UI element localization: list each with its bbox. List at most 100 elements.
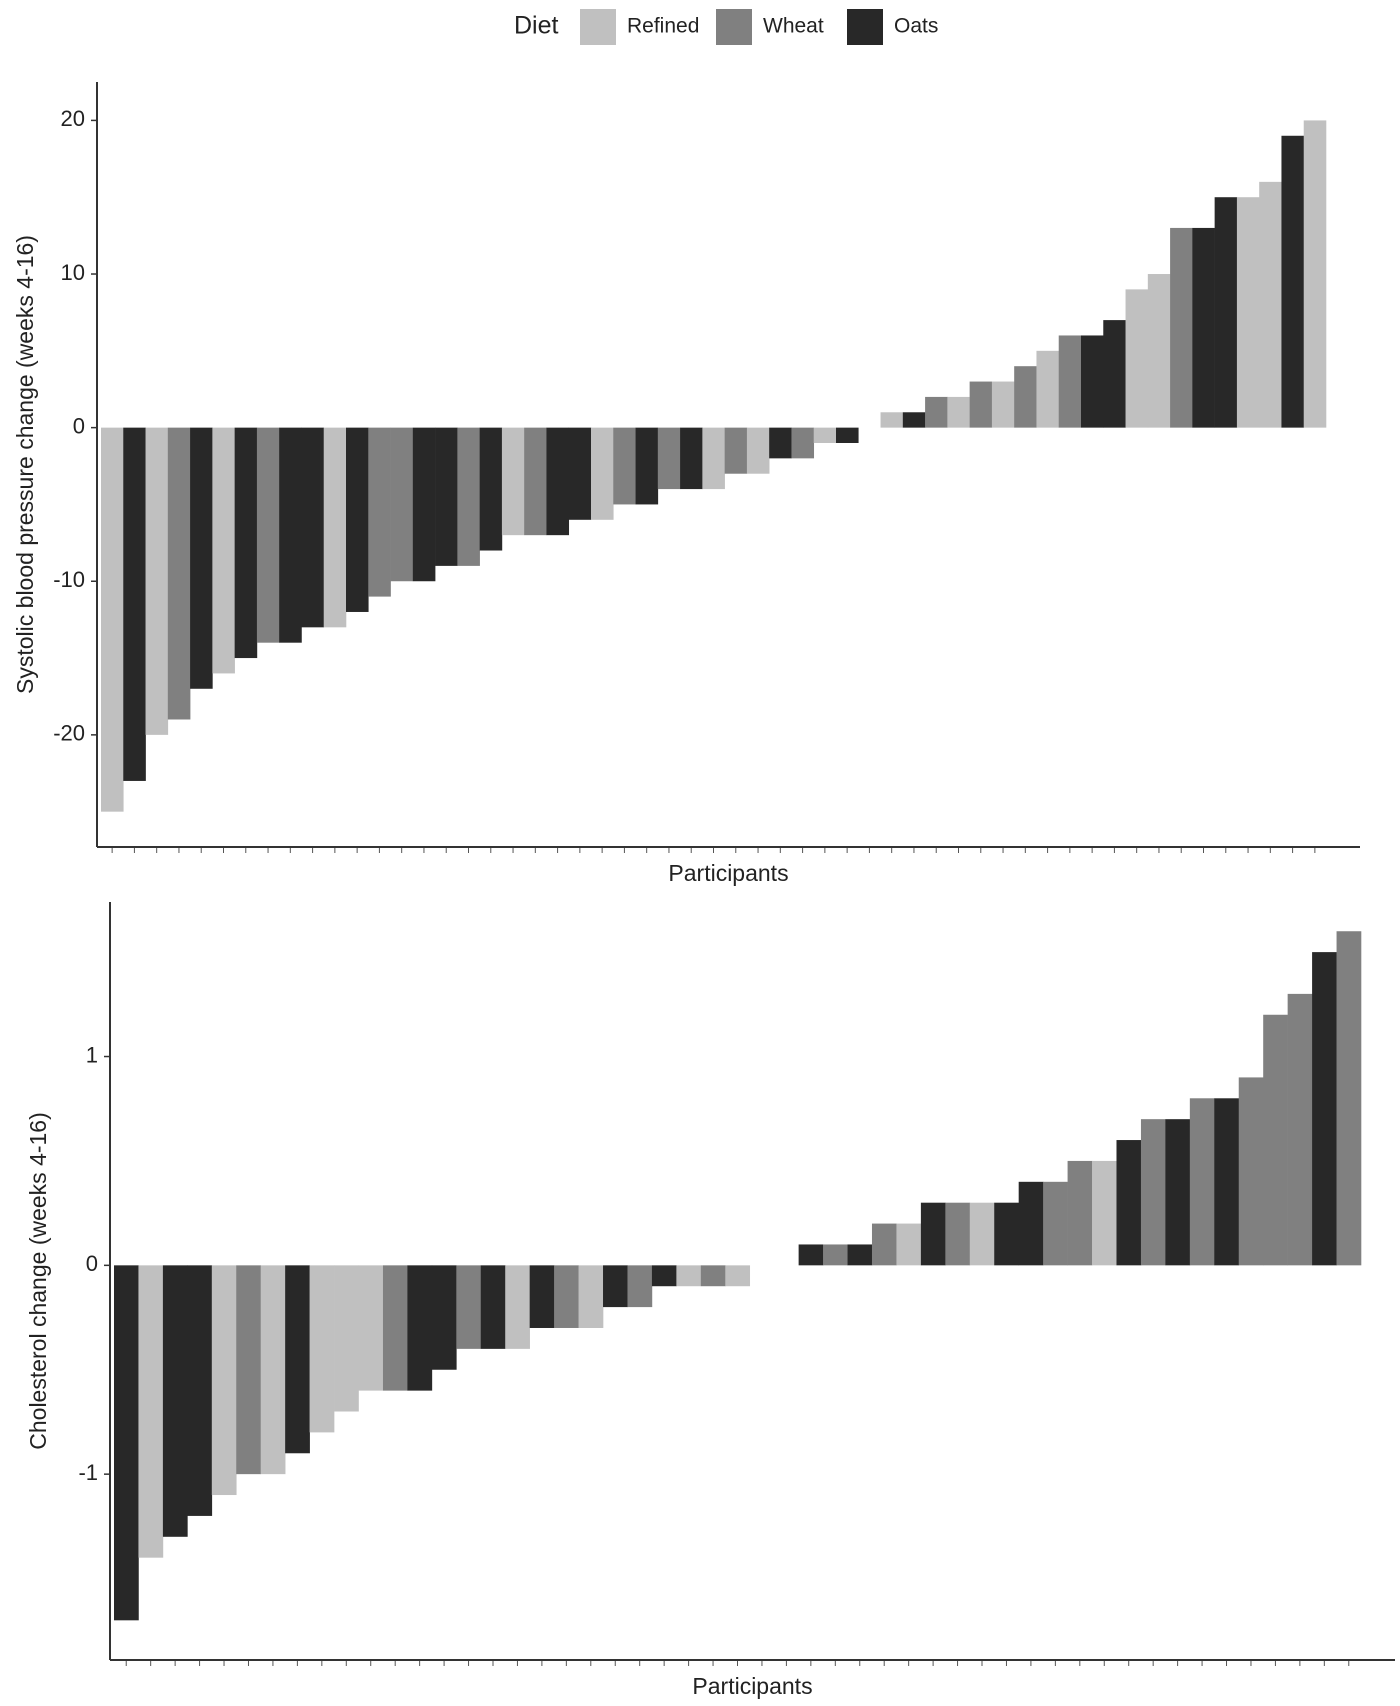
bar [390,427,414,582]
bar [260,1265,286,1475]
bar [591,427,614,520]
bar [925,396,948,428]
bar [101,427,124,812]
bar [823,1244,848,1266]
bar [145,427,169,735]
bar [1236,197,1260,428]
bar [724,427,748,474]
legend-label: Oats [894,15,938,38]
bar [546,427,570,536]
legend-swatch [847,9,883,45]
bar [1081,335,1104,428]
bar [769,427,792,459]
bar [501,427,525,536]
bar [1336,931,1362,1266]
bar [1116,1140,1142,1266]
bar [301,427,325,628]
bar [123,427,146,781]
bar [382,1265,408,1391]
bar [798,1244,824,1266]
bar [407,1265,433,1391]
bar [676,1265,702,1287]
bar [578,1265,604,1328]
y-tick-label: 1 [86,1042,98,1067]
y-tick-label: 10 [61,260,85,285]
bar [190,427,213,689]
bar [167,427,191,720]
bar [279,427,302,643]
bar [791,427,815,459]
bar [1018,1181,1044,1266]
bar [1303,120,1327,428]
bar [114,1265,139,1621]
bar [945,1202,971,1266]
bar [627,1265,653,1308]
bar [603,1265,628,1308]
bar [836,427,859,443]
bar [1147,274,1171,428]
legend-swatch [716,9,752,45]
bar [1140,1119,1166,1266]
y-tick-label: 0 [86,1251,98,1276]
bar [435,427,458,566]
y-tick-label: -1 [78,1460,98,1485]
bar [1192,227,1215,428]
y-tick-label: -10 [53,567,85,592]
bar [1165,1119,1191,1266]
bar [725,1265,751,1287]
bar [138,1265,164,1558]
bar [880,412,904,428]
bar [456,1265,482,1349]
bar [358,1265,384,1391]
bar [256,427,280,643]
bar [635,427,659,505]
bar [871,1223,897,1266]
bar [412,427,436,582]
legend-title: Diet [514,12,559,40]
bar [991,381,1015,428]
bar [680,427,703,490]
bar [554,1265,579,1328]
y-tick-label: -20 [53,721,85,746]
bar [1238,1077,1264,1266]
bar [1214,1098,1240,1266]
bar [896,1223,922,1266]
bar [323,427,347,628]
bar [651,1265,677,1287]
bar [1103,320,1126,428]
bar [346,427,369,612]
bar [1214,197,1238,428]
y-tick-label: 0 [73,413,85,438]
bar [657,427,681,490]
bar [847,1244,873,1266]
y-axis-title: Systolic blood pressure change (weeks 4-… [12,235,38,694]
bar [1067,1160,1093,1266]
bar [524,427,547,536]
bar [1014,366,1037,428]
bar [1125,289,1149,428]
bar [334,1265,359,1412]
bar [211,1265,237,1496]
legend-label: Refined [627,15,699,38]
bar [431,1265,457,1370]
bar [1058,335,1082,428]
y-tick-label: 20 [61,106,85,131]
bar [947,396,970,428]
bar [1092,1160,1117,1266]
bar [285,1265,310,1454]
bar [613,427,636,505]
bar [1287,993,1313,1266]
bar [700,1265,726,1287]
bar [920,1202,946,1266]
x-axis-title: Participants [668,860,788,886]
legend-label: Wheat [763,15,824,38]
bar [746,427,770,474]
bar [994,1202,1019,1266]
bar [529,1265,555,1328]
bar [1043,1181,1068,1266]
bar [187,1265,213,1516]
bar [1189,1098,1215,1266]
bar [212,427,235,674]
bar [1281,135,1305,428]
